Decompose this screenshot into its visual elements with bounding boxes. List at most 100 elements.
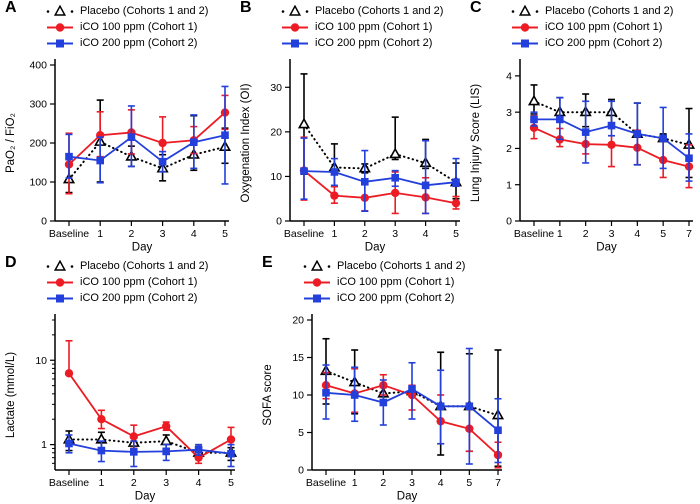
svg-text:5: 5 bbox=[660, 228, 666, 240]
square-legend-icon bbox=[304, 294, 330, 303]
panel-e-chart-svg: 0 5 10 15 20 Baseline 1 2 3 4 5 7 SOFA score Day bbox=[262, 314, 505, 503]
panel-c-letter: C bbox=[470, 0, 482, 16]
panel-e-header: E Placebo (Cohorts 1 and 2) iCO 100 ppm (… bbox=[258, 254, 508, 307]
panel-d-letter: D bbox=[5, 254, 17, 271]
legend-label: iCO 100 ppm (Cohort 1) bbox=[337, 276, 455, 288]
legend-label: iCO 100 ppm (Cohort 1) bbox=[545, 21, 663, 33]
square-legend-icon bbox=[47, 39, 73, 48]
svg-text:Baseline: Baseline bbox=[514, 228, 554, 240]
svg-text:3: 3 bbox=[163, 477, 169, 489]
panel-b-chart-svg: 0 10 20 30 Baseline 1 2 3 4 5 Oxygenation Index (O… bbox=[240, 59, 463, 254]
svg-text:5: 5 bbox=[222, 228, 228, 240]
x-axis-label: Day bbox=[365, 242, 386, 254]
svg-text:2: 2 bbox=[506, 143, 512, 155]
legend-label: Placebo (Cohorts 1 and 2) bbox=[80, 5, 209, 17]
legend-label: iCO 200 ppm (Cohort 2) bbox=[315, 37, 433, 49]
svg-text:1: 1 bbox=[97, 228, 103, 240]
svg-text:400: 400 bbox=[29, 60, 47, 72]
circle-legend-icon bbox=[304, 278, 330, 287]
y-axis-label: Lactate (mmol/L) bbox=[5, 352, 17, 438]
svg-text:10: 10 bbox=[35, 355, 47, 367]
triangle-open-legend-icon bbox=[303, 260, 331, 271]
circle-legend-icon bbox=[282, 23, 308, 32]
panel-a-header: A Placebo (Cohorts 1 and 2) iCO 100 ppm (… bbox=[1, 0, 235, 52]
legend-label: iCO 200 ppm (Cohort 2) bbox=[545, 37, 663, 49]
svg-text:1: 1 bbox=[41, 439, 47, 451]
panel-a-legend: Placebo (Cohorts 1 and 2) iCO 100 ppm (Co… bbox=[45, 2, 235, 51]
svg-text:4: 4 bbox=[196, 477, 202, 489]
legend-item: Placebo (Cohorts 1 and 2) bbox=[510, 3, 699, 19]
x-axis-label: Day bbox=[596, 242, 617, 254]
legend-item: Placebo (Cohorts 1 and 2) bbox=[302, 258, 508, 274]
legend-label: iCO 200 ppm (Cohort 2) bbox=[80, 292, 198, 304]
svg-text:10: 10 bbox=[270, 171, 282, 183]
legend-item: Placebo (Cohorts 1 and 2) bbox=[45, 3, 235, 19]
svg-text:300: 300 bbox=[29, 99, 47, 111]
legend-label: iCO 100 ppm (Cohort 1) bbox=[80, 21, 198, 33]
legend-item: iCO 100 ppm (Cohort 1) bbox=[45, 19, 235, 35]
svg-text:200: 200 bbox=[29, 138, 47, 150]
panel-b-legend: Placebo (Cohorts 1 and 2) iCO 100 ppm (Co… bbox=[280, 2, 466, 51]
y-axis-label: SOFA score bbox=[262, 364, 274, 425]
legend-item: Placebo (Cohorts 1 and 2) bbox=[45, 258, 241, 274]
svg-text:3: 3 bbox=[392, 228, 398, 240]
panel-d-header: D Placebo (Cohorts 1 and 2) iCO 100 ppm (… bbox=[1, 254, 241, 307]
panel-c-legend: Placebo (Cohorts 1 and 2) iCO 100 ppm (Co… bbox=[510, 2, 699, 51]
panel-a-letter: A bbox=[5, 0, 17, 16]
square-legend-icon bbox=[282, 39, 308, 48]
legend-item: iCO 200 ppm (Cohort 2) bbox=[510, 35, 699, 51]
circle-legend-icon bbox=[512, 23, 538, 32]
svg-text:Baseline: Baseline bbox=[49, 477, 89, 489]
svg-text:7: 7 bbox=[686, 228, 692, 240]
panel-e: E Placebo (Cohorts 1 and 2) iCO 100 ppm (… bbox=[258, 254, 508, 503]
svg-text:20: 20 bbox=[270, 126, 282, 138]
svg-text:3: 3 bbox=[609, 228, 615, 240]
legend-label: iCO 100 ppm (Cohort 1) bbox=[80, 276, 198, 288]
triangle-open-legend-icon bbox=[281, 5, 309, 16]
legend-item: Placebo (Cohorts 1 and 2) bbox=[280, 3, 466, 19]
panel-d-legend: Placebo (Cohorts 1 and 2) iCO 100 ppm (Co… bbox=[45, 257, 241, 306]
panel-a-plot: 0 100 200 300 400 Baseline 1 2 3 4 5 PaO₂ / FiO₂ Day bbox=[1, 52, 235, 254]
legend-item: iCO 100 ppm (Cohort 1) bbox=[510, 19, 699, 35]
svg-text:3: 3 bbox=[160, 228, 166, 240]
legend-label: Placebo (Cohorts 1 and 2) bbox=[80, 260, 209, 272]
svg-text:2: 2 bbox=[362, 228, 368, 240]
triangle-open-legend-icon bbox=[511, 5, 539, 16]
x-axis-label: Day bbox=[135, 491, 156, 503]
y-axis-label: Oxygenation Index (OI) bbox=[240, 83, 252, 202]
svg-text:2: 2 bbox=[380, 477, 386, 489]
circle-legend-icon bbox=[47, 23, 73, 32]
svg-text:4: 4 bbox=[191, 228, 197, 240]
svg-text:Baseline: Baseline bbox=[49, 228, 89, 240]
legend-label: Placebo (Cohorts 1 and 2) bbox=[337, 260, 466, 272]
svg-text:2: 2 bbox=[128, 228, 134, 240]
panel-b-plot: 0 10 20 30 Baseline 1 2 3 4 5 Oxygenation Index (O… bbox=[236, 52, 466, 254]
panel-c-plot: 0 1 2 3 4 Baseline 1 2 3 4 5 7 Lung Injury Score (LI… bbox=[466, 52, 699, 254]
panel-a-chart-svg: 0 100 200 300 400 Baseline 1 2 3 4 5 PaO₂ / FiO₂ Day bbox=[5, 59, 232, 254]
svg-text:4: 4 bbox=[438, 477, 444, 489]
svg-text:5: 5 bbox=[228, 477, 234, 489]
panel-d-chart-svg: 1 10 Baseline 1 2 3 4 5 Lactate (mmol/L) Day bbox=[5, 314, 238, 503]
square-legend-icon bbox=[512, 39, 538, 48]
svg-text:0: 0 bbox=[276, 216, 282, 228]
svg-text:4: 4 bbox=[506, 70, 512, 82]
legend-label: iCO 200 ppm (Cohort 2) bbox=[80, 37, 198, 49]
svg-text:4: 4 bbox=[634, 228, 640, 240]
panel-d-plot: 1 10 Baseline 1 2 3 4 5 Lactate (mmol/L) Day bbox=[1, 307, 241, 503]
legend-item: iCO 100 ppm (Cohort 1) bbox=[45, 274, 241, 290]
svg-text:100: 100 bbox=[29, 177, 47, 189]
triangle-open-legend-icon bbox=[46, 5, 74, 16]
legend-item: iCO 200 ppm (Cohort 2) bbox=[45, 35, 235, 51]
svg-text:20: 20 bbox=[292, 315, 304, 327]
svg-text:1: 1 bbox=[352, 477, 358, 489]
legend-item: iCO 100 ppm (Cohort 1) bbox=[302, 274, 508, 290]
legend-label: Placebo (Cohorts 1 and 2) bbox=[545, 5, 674, 17]
svg-text:5: 5 bbox=[453, 228, 459, 240]
y-axis-label: Lung Injury Score (LIS) bbox=[470, 84, 482, 202]
svg-text:30: 30 bbox=[270, 82, 282, 94]
panel-b-header: B Placebo (Cohorts 1 and 2) iCO 100 ppm (… bbox=[236, 0, 466, 52]
svg-text:5: 5 bbox=[466, 477, 472, 489]
panel-d: D Placebo (Cohorts 1 and 2) iCO 100 ppm (… bbox=[1, 254, 241, 503]
svg-text:1: 1 bbox=[506, 179, 512, 191]
